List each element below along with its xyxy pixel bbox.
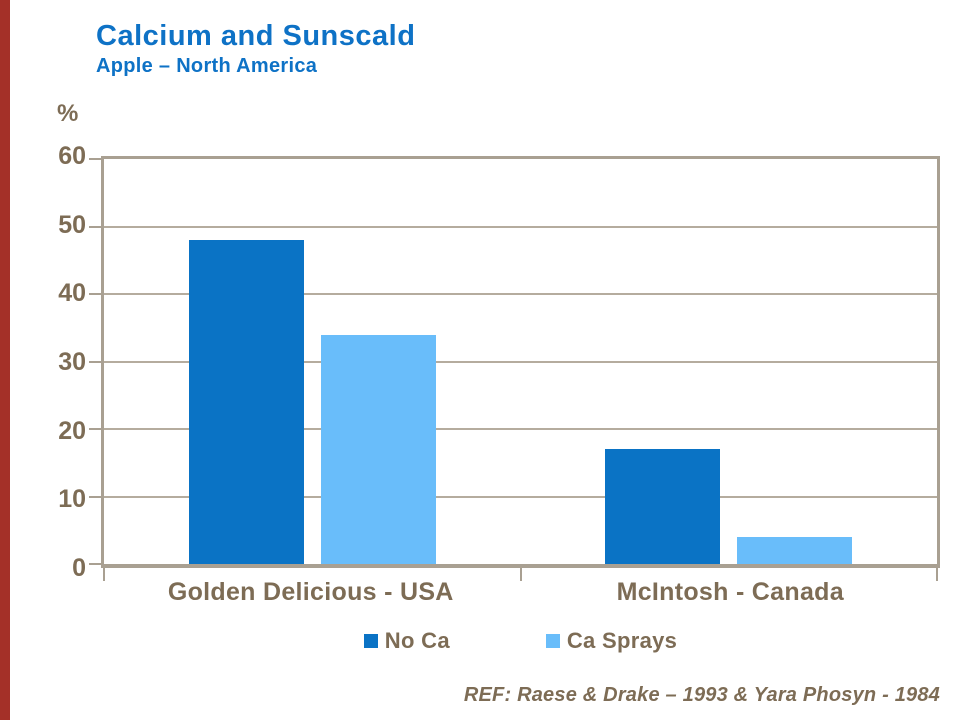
y-axis-labels: 0 10 20 30 40 50 60 bbox=[0, 142, 86, 582]
bar-no-ca-mcintosh-canada bbox=[605, 449, 721, 564]
bars-row bbox=[104, 159, 937, 564]
x-category-label-golden-delicious-usa: Golden Delicious - USA bbox=[167, 578, 454, 606]
gridline-40 bbox=[104, 293, 937, 296]
y-tick-label-20: 20 bbox=[58, 416, 86, 445]
y-tick-mark-0 bbox=[89, 563, 102, 565]
y-tick-mark-20 bbox=[89, 428, 102, 431]
y-tick-label-60: 60 bbox=[58, 142, 86, 170]
chart-legend: No Ca Ca Sprays bbox=[101, 628, 940, 654]
legend-label-ca-sprays: Ca Sprays bbox=[566, 628, 678, 653]
legend-item-ca-sprays: Ca Sprays bbox=[545, 628, 678, 654]
y-tick-mark-60 bbox=[89, 158, 102, 160]
y-tick-label-30: 30 bbox=[58, 348, 86, 376]
y-tick-mark-30 bbox=[89, 360, 102, 363]
y-tick-mark-50 bbox=[89, 225, 102, 228]
chart-title: Calcium and Sunscald bbox=[96, 20, 416, 52]
legend-label-no-ca: No Ca bbox=[384, 628, 450, 653]
x-tick-mark-0 bbox=[103, 568, 105, 581]
reference-footnote: REF: Raese & Drake – 1993 & Yara Phosyn … bbox=[463, 684, 940, 706]
legend-swatch-ca-sprays bbox=[545, 634, 560, 648]
legend-item-no-ca: No Ca bbox=[363, 628, 450, 654]
chart-subtitle: Apple – North America bbox=[96, 55, 318, 77]
legend-swatch-no-ca bbox=[363, 634, 378, 648]
y-axis-unit-label: % bbox=[57, 100, 79, 127]
bar-ca-sprays-mcintosh-canada bbox=[737, 537, 853, 564]
x-tick-mark-1 bbox=[519, 568, 522, 581]
x-category-label-mcintosh-canada: McIntosh - Canada bbox=[616, 578, 844, 606]
y-tick-label-50: 50 bbox=[58, 210, 86, 239]
y-tick-mark-40 bbox=[89, 293, 102, 296]
gridline-50 bbox=[104, 225, 937, 228]
x-axis-labels: Golden Delicious - USA McIntosh - Canada bbox=[101, 578, 940, 607]
y-tick-mark-10 bbox=[89, 495, 102, 498]
slide-accent-bar bbox=[0, 0, 10, 720]
y-tick-label-10: 10 bbox=[58, 485, 86, 514]
y-tick-label-40: 40 bbox=[58, 279, 86, 308]
gridline-10 bbox=[104, 495, 937, 498]
bar-group-mcintosh-canada bbox=[521, 159, 938, 564]
bar-group-golden-delicious-usa bbox=[104, 159, 521, 564]
gridline-20 bbox=[104, 428, 937, 431]
slide-header: Calcium and Sunscald Apple – North Ameri… bbox=[96, 20, 415, 78]
y-tick-label-0: 0 bbox=[72, 554, 86, 582]
bar-no-ca-golden-delicious-usa bbox=[188, 240, 304, 564]
plot-area bbox=[89, 156, 940, 581]
x-tick-mark-2 bbox=[936, 568, 938, 581]
gridline-30 bbox=[104, 360, 937, 363]
bar-ca-sprays-golden-delicious-usa bbox=[320, 334, 436, 564]
